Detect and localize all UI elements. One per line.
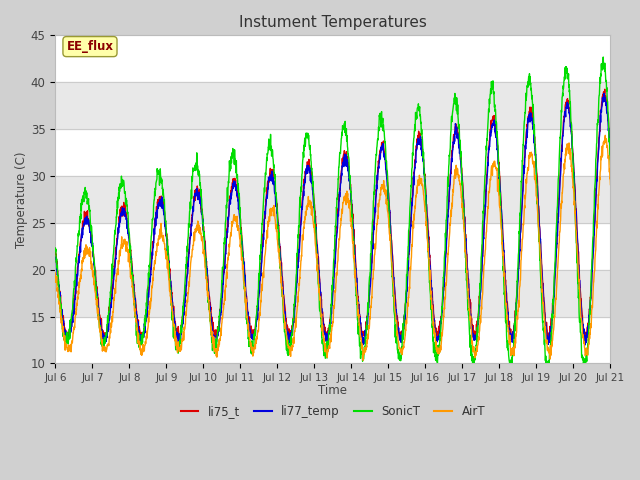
Bar — [56, 176, 611, 223]
Title: Instument Temperatures: Instument Temperatures — [239, 15, 427, 30]
Legend: li75_t, li77_temp, SonicT, AirT: li75_t, li77_temp, SonicT, AirT — [176, 401, 490, 423]
Bar — [56, 82, 611, 129]
Text: EE_flux: EE_flux — [67, 40, 113, 53]
Y-axis label: Temperature (C): Temperature (C) — [15, 151, 28, 248]
Bar — [56, 270, 611, 316]
X-axis label: Time: Time — [319, 384, 348, 397]
